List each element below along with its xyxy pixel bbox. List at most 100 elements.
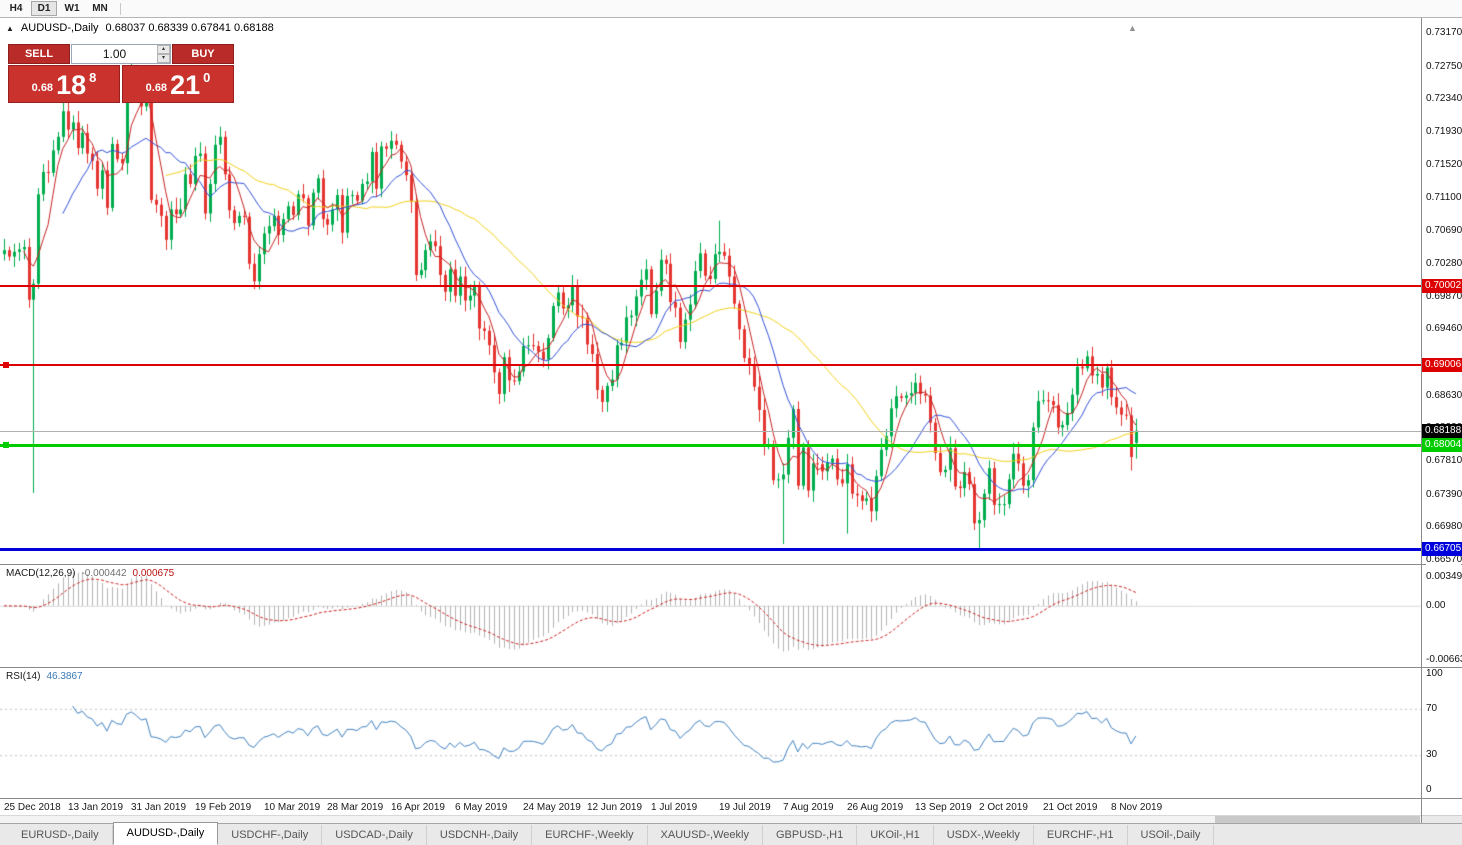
rsi-axis-tick: 0 xyxy=(1426,784,1461,796)
macd-rsi-separator[interactable] xyxy=(0,667,1462,668)
sell-price-big: 18 xyxy=(56,70,87,100)
volume-up-button[interactable]: ▴ xyxy=(157,45,170,54)
horizontal-scrollbar-track[interactable] xyxy=(0,815,1421,823)
symbol-tab-usoil-daily[interactable]: USOil-,Daily xyxy=(1128,825,1215,845)
rsi-axis-tick: 30 xyxy=(1426,749,1461,762)
buy-price-prefix: 0.68 xyxy=(145,82,168,94)
symbol-tab-gbpusd-h1[interactable]: GBPUSD-,H1 xyxy=(763,825,858,845)
horizontal-level-line-0.68004[interactable] xyxy=(0,443,1421,447)
date-axis-label: 10 Mar 2019 xyxy=(264,802,321,813)
price-axis-tick: 0.67810 xyxy=(1426,454,1462,467)
bid-price-line xyxy=(0,431,1421,432)
timeframe-mn-button[interactable]: MN xyxy=(87,1,113,16)
date-axis-label: 26 Aug 2019 xyxy=(847,802,904,813)
date-axis-label: 24 May 2019 xyxy=(523,802,581,813)
date-axis-label: 6 May 2019 xyxy=(455,802,508,813)
rsi-axis-tick: 70 xyxy=(1426,702,1461,715)
buy-price-big: 21 xyxy=(170,70,201,100)
price-axis-tick: 0.71930 xyxy=(1426,126,1462,138)
date-axis-label: 8 Nov 2019 xyxy=(1111,802,1163,813)
horizontal-scrollbar-thumb[interactable] xyxy=(1215,816,1420,823)
sell-price-prefix: 0.68 xyxy=(31,82,54,94)
timeframe-h4-button[interactable]: H4 xyxy=(3,1,29,16)
date-axis-label: 16 Apr 2019 xyxy=(391,802,445,813)
buy-button[interactable]: BUY xyxy=(172,44,234,64)
timeframe-w1-button[interactable]: W1 xyxy=(59,1,85,16)
symbol-tab-ukoil-h1[interactable]: UKOil-,H1 xyxy=(857,825,934,845)
chart-shift-marker[interactable]: ▲ xyxy=(1128,23,1137,33)
macd-indicator-canvas[interactable] xyxy=(0,565,1421,667)
horizontal-level-line-0.70002[interactable] xyxy=(0,284,1421,287)
price-axis-tick: 0.72750 xyxy=(1426,60,1462,73)
volume-value[interactable]: 1.00 xyxy=(102,47,127,61)
price-axis-tick: 0.68630 xyxy=(1426,389,1462,402)
macd-signal-value: 0.000675 xyxy=(132,568,175,579)
chart-symbol-icon: ▲ xyxy=(6,23,14,33)
level-price-badge: 0.70002 xyxy=(1422,278,1462,293)
price-axis-tick: 0.69460 xyxy=(1426,323,1462,336)
price-macd-separator[interactable] xyxy=(0,564,1462,565)
scrollbar-corner xyxy=(1422,815,1462,823)
rsi-value: 46.3867 xyxy=(46,671,83,682)
horizontal-level-line-0.66705[interactable] xyxy=(0,547,1421,551)
chart-tab-bar: EURUSD-,Daily AUDUSD-,Daily USDCHF-,Daily U… xyxy=(0,822,1462,845)
rsi-indicator-canvas[interactable] xyxy=(0,668,1421,798)
buy-price-box[interactable]: 0.68 21 0 xyxy=(122,65,234,103)
timeframe-toolbar: H4 D1 W1 MN xyxy=(0,0,1462,18)
price-axis-tick: 0.72340 xyxy=(1426,93,1462,106)
macd-label: MACD(12,26,9) -0.000442 0.000675 xyxy=(6,568,174,579)
volume-field[interactable]: 1.00 ▴ ▾ xyxy=(71,44,171,64)
one-click-trading-panel: SELL 1.00 ▴ ▾ BUY 0.68 18 8 0.68 xyxy=(8,44,234,103)
symbol-tab-usdx-weekly[interactable]: USDX-,Weekly xyxy=(934,825,1034,845)
price-axis-separator xyxy=(1421,18,1422,823)
volume-spinner: ▴ ▾ xyxy=(157,45,170,63)
symbol-tab-eurchf-h1[interactable]: EURCHF-,H1 xyxy=(1034,825,1128,845)
sell-price-sup: 8 xyxy=(89,70,97,85)
symbol-tab-eurchf-weekly[interactable]: EURCHF-,Weekly xyxy=(532,825,648,845)
macd-name: MACD(12,26,9) xyxy=(6,568,76,579)
volume-down-button[interactable]: ▾ xyxy=(157,54,170,63)
symbol-tab-usdcad-daily[interactable]: USDCAD-,Daily xyxy=(322,825,427,845)
timeframe-d1-button[interactable]: D1 xyxy=(31,1,57,16)
macd-main-value: -0.000442 xyxy=(81,568,127,579)
chart-title: ▲ AUDUSD-,Daily 0.68037 0.68339 0.67841 … xyxy=(6,22,274,34)
date-axis-label: 2 Oct 2019 xyxy=(979,802,1028,813)
date-axis-label: 7 Aug 2019 xyxy=(783,802,834,813)
horizontal-level-line-0.69006[interactable] xyxy=(0,364,1421,367)
price-axis-tick: 0.70280 xyxy=(1426,257,1462,270)
price-axis-tick: 0.66570 xyxy=(1426,554,1462,566)
rsi-dateaxis-separator xyxy=(0,798,1462,799)
symbol-tab-audusd-daily[interactable]: AUDUSD-,Daily xyxy=(112,822,219,845)
symbol-tab-eurusd-daily[interactable]: EURUSD-,Daily xyxy=(8,825,113,845)
symbol-tab-usdchf-daily[interactable]: USDCHF-,Daily xyxy=(218,825,323,845)
date-axis-label: 13 Sep 2019 xyxy=(915,802,972,813)
level-line-handle[interactable] xyxy=(3,362,9,369)
sell-button[interactable]: SELL xyxy=(8,44,70,64)
price-axis-tick: 0.66980 xyxy=(1426,521,1462,534)
price-axis-tick: 0.67390 xyxy=(1426,488,1462,501)
toolbar-separator xyxy=(120,2,121,15)
macd-axis-tick: 0.00349 xyxy=(1426,571,1462,584)
level-price-badge: 0.66705 xyxy=(1422,542,1462,557)
sell-price-box[interactable]: 0.68 18 8 xyxy=(8,65,120,103)
bid-price-badge: 0.68188 xyxy=(1422,423,1462,438)
price-axis-tick: 0.71520 xyxy=(1426,158,1462,171)
symbol-tab-xauusd-weekly[interactable]: XAUUSD-,Weekly xyxy=(648,825,763,845)
symbol-tab-usdcnh-daily[interactable]: USDCNH-,Daily xyxy=(427,825,533,845)
chart-window: ▲ AUDUSD-,Daily 0.68037 0.68339 0.67841 … xyxy=(0,18,1462,823)
rsi-name: RSI(14) xyxy=(6,671,41,682)
buy-price-sup: 0 xyxy=(203,70,211,85)
price-axis-tick: 0.71100 xyxy=(1426,192,1462,205)
level-line-handle[interactable] xyxy=(3,442,9,449)
macd-axis-tick: 0.00 xyxy=(1426,599,1461,612)
date-axis-label: 1 Jul 2019 xyxy=(651,802,698,813)
level-price-badge: 0.68004 xyxy=(1422,438,1462,453)
level-price-badge: 0.69006 xyxy=(1422,358,1462,373)
date-axis-label: 12 Jun 2019 xyxy=(587,802,643,813)
price-chart-canvas[interactable] xyxy=(0,18,1421,564)
date-axis-label: 13 Jan 2019 xyxy=(68,802,124,813)
rsi-label: RSI(14) 46.3867 xyxy=(6,671,83,682)
date-axis-label: 19 Jul 2019 xyxy=(719,802,771,813)
date-axis-label: 28 Mar 2019 xyxy=(327,802,384,813)
